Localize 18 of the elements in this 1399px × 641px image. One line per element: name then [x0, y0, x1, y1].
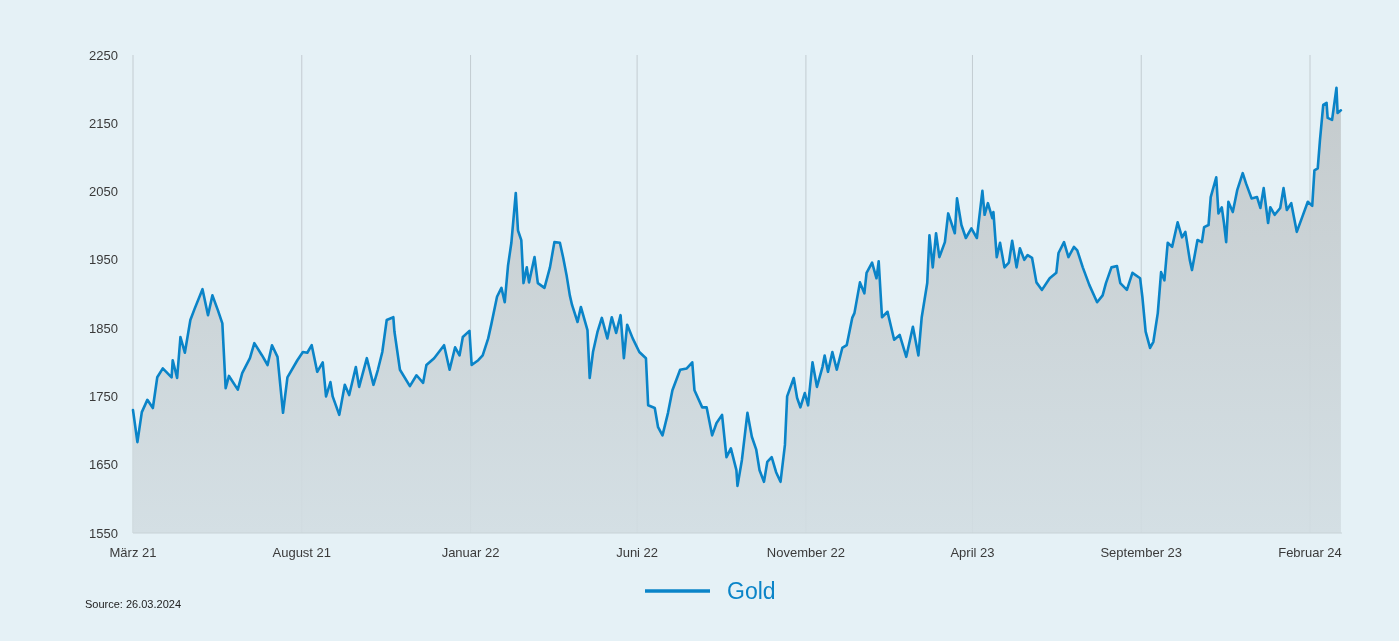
x-tick-label: Januar 22 [441, 545, 500, 560]
x-tick-label: September 23 [1100, 545, 1183, 560]
x-tick-label: August 21 [272, 545, 332, 560]
y-tick-label: 1850 [89, 320, 118, 336]
x-tick-label: November 22 [766, 545, 845, 560]
x-tick-label: Juni 22 [616, 545, 659, 560]
y-tick-label: 1750 [89, 388, 118, 404]
y-tick-label: 1650 [89, 457, 118, 473]
y-tick-label: 2150 [89, 115, 118, 131]
x-tick-label: Februar 24 [1278, 545, 1342, 560]
y-tick-label: 1550 [89, 525, 118, 541]
y-tick-label: 2050 [89, 184, 118, 200]
x-tick-label: März 21 [109, 545, 157, 560]
source-note: Source: 26.03.2024 [85, 598, 182, 610]
y-tick-label: 1950 [89, 252, 118, 268]
x-tick-label: April 23 [950, 545, 995, 560]
legend-label: Gold [727, 578, 776, 605]
y-tick-label: 2250 [89, 47, 118, 63]
